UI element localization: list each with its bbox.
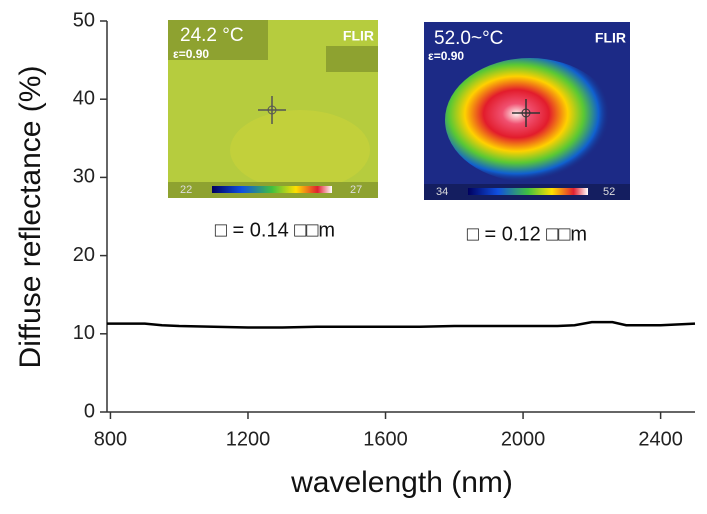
inset-brand: FLIR [343, 28, 374, 44]
y-tick-label: 20 [73, 244, 95, 266]
inset-2: 52.0~°C ε=0.90 FLIR 34 52 □ = 0.12 □□m [424, 22, 630, 245]
x-tick-label: 1200 [226, 428, 271, 450]
inset-temp: 52.0~°C [434, 28, 503, 49]
inset-scale-min: 34 [436, 186, 448, 198]
inset-1: 24.2 °C ε=0.90 FLIR 22 27 □ = 0.14 □□m [168, 20, 378, 241]
y-tick-label: 40 [73, 87, 95, 109]
inset-scale-max: 27 [350, 184, 362, 196]
x-tick-label: 800 [94, 428, 127, 450]
inset-caption: □ = 0.14 □□m [215, 219, 335, 241]
y-tick-label: 10 [73, 322, 95, 344]
data-line [107, 320, 696, 329]
x-tick-label: 2000 [501, 428, 546, 450]
x-tick-label: 1600 [363, 428, 408, 450]
x-tick-label: 2400 [638, 428, 683, 450]
inset-scale-min: 22 [180, 184, 192, 196]
inset-caption: □ = 0.12 □□m [467, 223, 587, 245]
inset-scale-max: 52 [603, 186, 615, 198]
x-axis-label: wavelength (nm) [290, 466, 513, 499]
y-tick-label: 0 [84, 400, 95, 422]
y-tick-label: 50 [73, 9, 95, 31]
inset-emissivity: ε=0.90 [173, 47, 209, 61]
y-axis-label: Diffuse reflectance (%) [14, 66, 47, 369]
y-tick-label: 30 [73, 166, 95, 188]
inset-brand: FLIR [595, 30, 626, 46]
inset-emissivity: ε=0.90 [428, 49, 464, 63]
inset-temp: 24.2 °C [180, 25, 244, 46]
